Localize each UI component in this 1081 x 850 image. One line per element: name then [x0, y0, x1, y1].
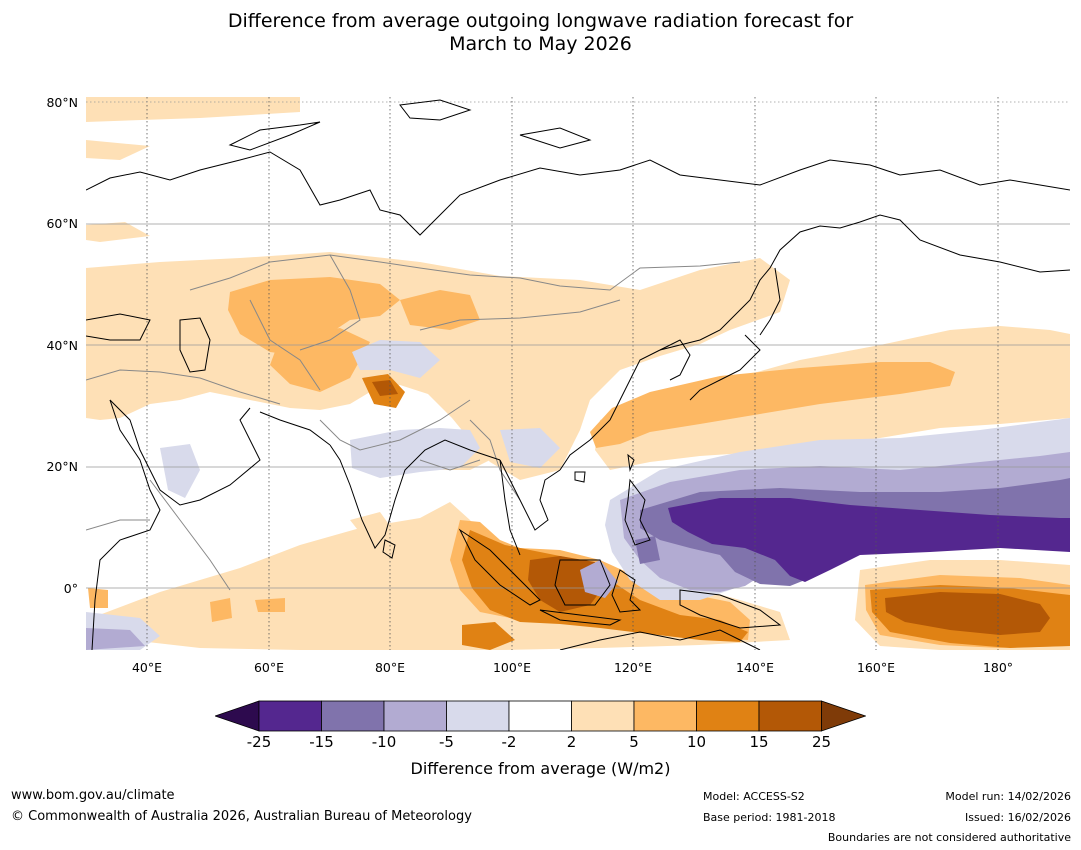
- anomaly-minus25-to-minus15-region: [668, 498, 1070, 582]
- issued-text: Issued: 16/02/2026: [964, 811, 1071, 824]
- base-period-text: Base period: 1981-2018: [703, 811, 836, 824]
- lon-label-140e: 140°E: [735, 660, 774, 675]
- colorbar-svg: [213, 700, 867, 732]
- colorbar-tick-label: -5: [439, 733, 454, 751]
- colorbar-swatch: [571, 700, 635, 732]
- colorbar-extend-high: [821, 700, 867, 732]
- colorbar-swatch: [633, 700, 697, 732]
- lon-label-120e: 120°E: [613, 660, 652, 675]
- lat-label-60n: 60°N: [46, 216, 78, 231]
- parallel-lines: [86, 101, 1070, 589]
- colorbar: [213, 700, 867, 732]
- ola-anomaly-map: [86, 97, 1070, 650]
- lat-label-80n: 80°N: [46, 95, 78, 110]
- colorbar-swatch: [508, 700, 572, 732]
- map-title: Difference from average outgoing longwav…: [0, 10, 1081, 56]
- lat-label-20n: 20°N: [46, 459, 78, 474]
- disclaimer-text: Boundaries are not considered authoritat…: [827, 831, 1071, 844]
- meridian-lines: [146, 97, 999, 650]
- lon-label-60e: 60°E: [253, 660, 285, 675]
- colorbar-tick-label: 10: [686, 733, 707, 751]
- colorbar-tick-label: 15: [749, 733, 769, 751]
- colorbar-tick-label: -15: [309, 733, 334, 751]
- model-run-text: Model run: 14/02/2026: [945, 790, 1071, 803]
- colorbar-swatch: [383, 700, 447, 732]
- title-line-1: Difference from average outgoing longwav…: [227, 10, 854, 32]
- colorbar-tick-label: -2: [501, 733, 517, 751]
- colorbar-swatch: [321, 700, 385, 732]
- anomaly-15-to-25-region: [372, 380, 1050, 635]
- colorbar-swatch: [758, 700, 822, 732]
- colorbar-extend-low: [213, 700, 260, 732]
- colorbar-swatch: [258, 700, 322, 732]
- model-text: Model: ACCESS-S2: [703, 790, 805, 803]
- lon-label-80e: 80°E: [374, 660, 406, 675]
- colorbar-swatch: [696, 700, 760, 732]
- coastlines: [86, 99, 1070, 650]
- colorbar-label: Difference from average (W/m2): [410, 759, 671, 778]
- lon-label-100e: 100°E: [492, 660, 531, 675]
- website-link[interactable]: www.bom.gov.au/climate: [11, 788, 175, 803]
- map-svg: [86, 97, 1070, 650]
- colorbar-tick-label: 5: [629, 733, 639, 751]
- lon-label-180: 180°: [982, 660, 1014, 675]
- lat-label-equator: 0°: [63, 581, 78, 596]
- country-boundaries: [86, 254, 741, 591]
- colorbar-tick-label: -10: [371, 733, 397, 751]
- colorbar-tick-label: -25: [246, 733, 272, 751]
- colorbar-tick-label: 2: [566, 733, 577, 751]
- copyright-text: © Commonwealth of Australia 2026, Austra…: [11, 809, 472, 824]
- lat-label-40n: 40°N: [46, 338, 78, 353]
- colorbar-swatch: [446, 700, 510, 732]
- lon-label-40e: 40°E: [131, 660, 163, 675]
- title-line-2: March to May 2026: [449, 33, 632, 55]
- colorbar-tick-label: 25: [811, 733, 832, 751]
- lon-label-160e: 160°E: [856, 660, 895, 675]
